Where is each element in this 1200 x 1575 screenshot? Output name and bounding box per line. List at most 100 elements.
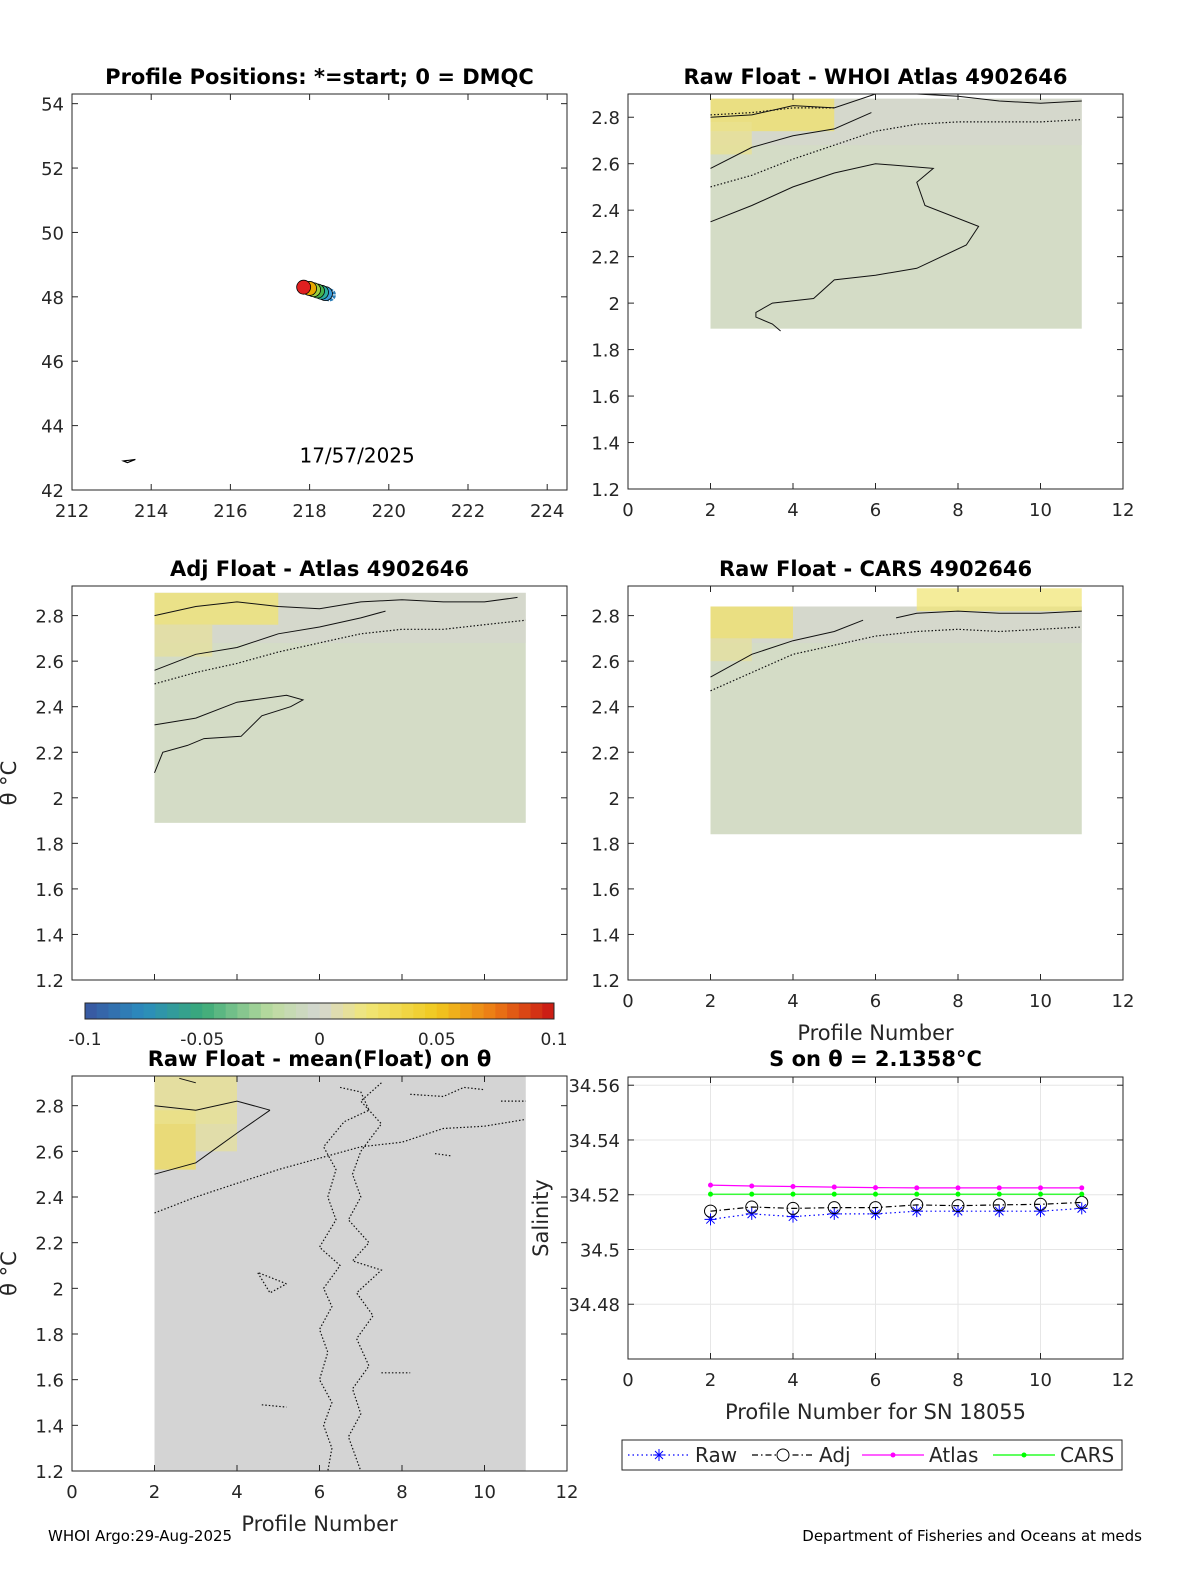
series-point-atlas <box>708 1182 713 1188</box>
series-point-cars <box>914 1191 920 1197</box>
field-cells <box>710 606 1082 835</box>
warm-cell <box>710 606 793 639</box>
y-axis-label: θ °C <box>0 1251 21 1296</box>
y-tick-label: 1.2 <box>591 480 620 501</box>
y-tick-label: 2.8 <box>35 1097 64 1118</box>
colorbar-swatch <box>495 1003 508 1019</box>
y-tick-label: 2.2 <box>35 1234 64 1255</box>
y-tick-label: 2 <box>609 789 620 810</box>
chart-title: Raw Float - CARS 4902646 <box>719 557 1032 581</box>
warm-cell <box>710 638 752 662</box>
x-tick-label: 10 <box>473 1482 496 1503</box>
legend-label-atlas: Atlas <box>929 1443 978 1467</box>
contour-solid <box>710 112 872 169</box>
panel-adj-float-atlas: 1.2 1.4 1.6 1.8 2 2.2 2.4 2.6 2.8 Adj Float - Atl… <box>0 557 568 992</box>
y-tick-label: 34.48 <box>568 1295 620 1316</box>
contour-solid <box>179 1077 196 1084</box>
legend-label-cars: CARS <box>1060 1443 1114 1467</box>
contour-solid <box>710 163 980 332</box>
contour-solid <box>154 610 386 671</box>
y-tick-label: 1.2 <box>591 971 620 992</box>
series-point-adj <box>745 1200 759 1214</box>
colorbar-tick-label: 0.05 <box>418 1030 456 1050</box>
x-tick-label: 6 <box>870 1370 881 1391</box>
x-tick-label: 6 <box>870 991 881 1012</box>
y-tick-label: 1.2 <box>35 971 64 992</box>
legend-label-adj: Adj <box>819 1443 851 1467</box>
y-tick-label: 1.4 <box>35 925 64 946</box>
axes-frame <box>627 585 1124 981</box>
y-tick-label: 1.6 <box>591 387 620 408</box>
y-tick-label: 1.4 <box>591 434 620 455</box>
y-tick-label: 1.8 <box>35 1325 64 1346</box>
colorbar-swatch <box>307 1003 320 1019</box>
series-point-adj <box>827 1201 841 1215</box>
y-tick-label: 1.6 <box>591 880 620 901</box>
series-point-atlas <box>955 1185 961 1191</box>
series-line-raw <box>710 1207 1082 1220</box>
colorbar-swatch <box>460 1003 473 1019</box>
panel-profile-positions: 42 44 46 48 50 52 54 212 214 216 218 220 222 224 Profi… <box>41 65 568 522</box>
x-axis-label: Profile Number <box>241 1512 398 1536</box>
colorbar-swatch <box>331 1003 344 1019</box>
y-tick-label: 2.2 <box>591 248 620 269</box>
series-point-cars <box>790 1191 796 1197</box>
series-point-atlas <box>790 1184 796 1190</box>
footer-right-text: Department of Fisheries and Oceans at me… <box>802 1527 1142 1545</box>
colorbar-swatch <box>284 1003 297 1019</box>
x-tick-label: 8 <box>952 991 963 1012</box>
colorbar-tick-label: -0.1 <box>68 1030 101 1050</box>
y-tick-label: 1.6 <box>35 1371 64 1392</box>
x-tick-label: 0 <box>622 991 633 1012</box>
colorbar-tick-label: 0 <box>314 1030 325 1050</box>
axes-frame <box>627 1076 1124 1360</box>
y-tick-label: 1.8 <box>591 834 620 855</box>
series-point-atlas <box>749 1183 755 1189</box>
footer-left-text: WHOI Argo:29-Aug-2025 <box>48 1527 233 1545</box>
x-tick-label: 0 <box>622 500 633 521</box>
chart-title: Profile Positions: *=start; 0 = DMQC <box>105 65 534 89</box>
x-tick-label: 12 <box>1112 991 1135 1012</box>
axes-frame <box>71 585 568 981</box>
position-point <box>296 279 312 295</box>
y-tick-label: 1.8 <box>591 341 620 362</box>
x-tick-label: 0 <box>622 1370 633 1391</box>
y-tick-label: 50 <box>41 223 64 244</box>
y-tick-label: 44 <box>41 417 64 438</box>
x-tick-label: 2 <box>705 500 716 521</box>
series-point-adj <box>910 1198 924 1212</box>
colorbar-swatch <box>213 1003 227 1019</box>
colorbar-swatch <box>249 1003 262 1019</box>
x-tick-label: 4 <box>787 1370 798 1391</box>
series-point-cars <box>1038 1191 1043 1197</box>
colorbar-frame <box>84 1002 555 1020</box>
y-tick-label: 1.4 <box>35 1416 64 1437</box>
warm-cell <box>916 588 1082 612</box>
coastline <box>121 458 136 464</box>
x-tick-label: 12 <box>1112 1370 1135 1391</box>
series-point-adj <box>951 1199 965 1213</box>
contour-solid <box>154 596 518 617</box>
colorbar-swatch <box>190 1003 203 1019</box>
x-axis-label: Profile Number for SN 18055 <box>725 1400 1026 1424</box>
colorbar-swatch <box>507 1003 520 1019</box>
colorbar-swatch <box>296 1003 309 1019</box>
series-point-cars <box>1079 1191 1085 1197</box>
colorbar-swatch <box>530 1003 543 1019</box>
contour-dotted <box>710 626 1082 692</box>
colorbar-swatch <box>354 1003 367 1019</box>
series-point-atlas <box>1079 1185 1085 1191</box>
panel-raw-float-whoi-atlas: 1.2 1.4 1.6 1.8 2 2.2 2.4 2.6 2.8 0 2 4 6 8 10 12 Raw Fl… <box>591 65 1134 521</box>
panel-raw-float-mean: 1.2 1.4 1.6 1.8 2 2.2 2.4 2.6 2.8 0 2 4 6 8 10 12 Raw Fl… <box>0 1047 578 1536</box>
legend-marker-cars <box>1021 1452 1027 1458</box>
contour-dotted <box>318 1086 370 1472</box>
y-tick-label: 1.6 <box>35 880 64 901</box>
series-point-adj <box>1034 1197 1047 1211</box>
panel-salinity-on-theta: 34.48 34.5 34.52 34.54 34.56 0 2 4 6 8 10 12 S on θ … <box>529 1047 1134 1424</box>
contour-solid <box>154 694 305 773</box>
colorbar-swatch <box>85 1003 98 1019</box>
y-tick-label: 42 <box>41 481 64 502</box>
y-tick-label: 1.8 <box>35 834 64 855</box>
warm-cell <box>154 592 279 625</box>
